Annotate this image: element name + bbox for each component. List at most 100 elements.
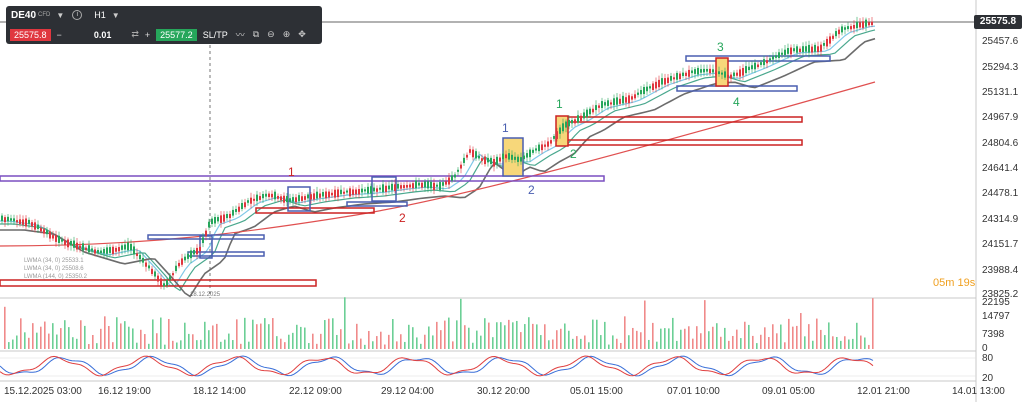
candle-body: [667, 77, 669, 84]
volume-bar: [660, 328, 662, 349]
timeframe-selector[interactable]: H1: [94, 10, 106, 20]
volume-bar: [676, 340, 678, 349]
copy-icon[interactable]: ⧉: [252, 29, 260, 39]
candle-body: [808, 44, 810, 53]
chevron-down-icon[interactable]: ▼: [56, 10, 65, 20]
candle-body: [352, 189, 354, 195]
candle-body: [22, 219, 24, 225]
zoom-in-icon[interactable]: ⊕: [282, 29, 291, 39]
candle-body: [49, 231, 51, 239]
candle-body: [556, 131, 558, 139]
candle-body: [265, 193, 267, 197]
cursor-date-label: 18.12.2025: [190, 292, 221, 298]
info-icon[interactable]: i: [72, 10, 83, 20]
buy-button[interactable]: 25577.2: [156, 28, 197, 41]
decrease-quantity-button[interactable]: −: [56, 29, 62, 40]
candle-body: [496, 156, 498, 165]
volume-bar: [796, 325, 798, 349]
volume-bar: [432, 335, 434, 349]
volume-bar: [668, 328, 670, 349]
candle-body: [478, 155, 480, 159]
candle-body: [697, 67, 699, 75]
annotation-label: 1: [288, 165, 295, 179]
volume-bar: [248, 341, 250, 349]
candle-body: [568, 119, 570, 127]
candle-body: [721, 72, 723, 75]
candle-body: [511, 154, 513, 160]
candle-body: [499, 157, 501, 162]
volume-bar: [320, 333, 322, 349]
volume-bar: [844, 336, 846, 349]
volume-bar: [144, 334, 146, 349]
increase-quantity-button[interactable]: +: [144, 29, 151, 40]
candle-body: [517, 156, 519, 162]
volume-bar: [148, 343, 150, 349]
volume-bar: [608, 344, 610, 349]
candle-body: [436, 184, 438, 187]
symbol-label[interactable]: DE40: [11, 9, 37, 21]
candle-body: [817, 46, 819, 52]
volume-bar: [16, 335, 18, 349]
candle-body: [34, 222, 36, 230]
candle-body: [745, 66, 747, 74]
candle-body: [232, 209, 234, 216]
demand-zone: [685, 55, 831, 62]
candle-body: [529, 149, 531, 158]
volume-bar: [636, 330, 638, 349]
candle-body: [289, 198, 291, 202]
time-tick-label: 18.12 14:00: [193, 386, 246, 397]
candle-body: [544, 144, 546, 147]
candle-body: [811, 46, 813, 53]
volume-bar: [764, 327, 766, 349]
candle-body: [268, 193, 270, 198]
candle-body: [460, 164, 462, 169]
sell-button[interactable]: 25575.8: [10, 28, 51, 41]
volume-bar: [388, 334, 390, 349]
candle-body: [118, 247, 120, 252]
candle-body: [712, 69, 714, 73]
oscillator-signal-line: [0, 355, 874, 377]
volume-bar: [88, 344, 90, 349]
price-tick-label: 24967.9: [982, 112, 1019, 123]
zoom-out-icon[interactable]: ⊖: [267, 29, 275, 39]
candle-body: [259, 196, 261, 200]
candle-body: [97, 249, 99, 253]
volume-bar: [572, 338, 574, 349]
candle-body: [835, 31, 837, 37]
price-tick-label: 23988.4: [982, 265, 1019, 276]
candle-body: [706, 68, 708, 72]
candle-body: [508, 153, 510, 160]
chevron-down-icon[interactable]: ▼: [111, 10, 120, 20]
volume-bar: [296, 324, 298, 349]
swap-icon[interactable]: ⇄: [131, 29, 139, 39]
volume-bar: [800, 313, 802, 349]
volume-bar: [524, 324, 526, 349]
candle-body: [262, 193, 264, 199]
line-tool-icon[interactable]: 〰: [235, 30, 245, 40]
candle-body: [256, 194, 258, 202]
candle-body: [304, 196, 306, 200]
candle-body: [676, 72, 678, 80]
candle-body: [592, 108, 594, 113]
volume-bar: [684, 328, 686, 349]
move-icon[interactable]: ✥: [298, 29, 306, 39]
volume-bar: [64, 320, 66, 349]
volume-bar: [604, 321, 606, 349]
volume-bar: [140, 329, 142, 349]
candle-body: [442, 182, 444, 186]
volume-bar: [216, 323, 218, 349]
volume-bar: [592, 319, 594, 349]
candle-body: [37, 224, 39, 230]
volume-bar: [256, 324, 258, 349]
quantity-input[interactable]: 0.01: [93, 29, 112, 40]
sltp-button[interactable]: SL/TP: [202, 29, 228, 40]
candle-body: [775, 55, 777, 58]
indicator-legend: LWMA (144, 0) 25350.2: [24, 274, 88, 280]
volume-bar: [832, 336, 834, 349]
volume-bar: [92, 335, 94, 349]
annotation-label: 2: [570, 147, 577, 161]
candle-body: [832, 35, 834, 39]
candle-body: [307, 194, 309, 199]
candle-body: [100, 250, 102, 254]
